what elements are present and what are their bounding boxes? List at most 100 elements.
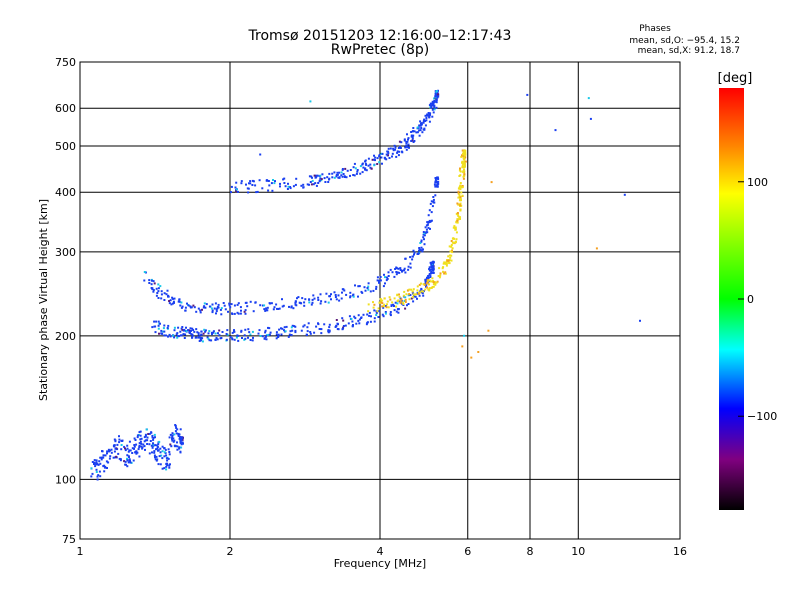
data-point (367, 310, 370, 313)
data-point (387, 275, 390, 277)
data-point (317, 323, 320, 326)
data-point (240, 182, 243, 185)
data-point (448, 245, 451, 248)
data-point (403, 138, 406, 141)
data-point (278, 328, 281, 331)
data-point (399, 300, 402, 303)
data-point (306, 183, 309, 186)
data-point (362, 166, 365, 169)
data-point (407, 268, 410, 271)
data-point (462, 150, 465, 153)
data-point (224, 308, 227, 311)
data-point (408, 293, 411, 296)
data-point (407, 137, 410, 140)
data-point (163, 334, 166, 337)
data-point (419, 124, 422, 127)
data-point (464, 160, 467, 163)
data-point (422, 231, 425, 233)
data-point (428, 266, 431, 269)
data-point (126, 454, 129, 457)
data-point (128, 460, 131, 463)
data-point (126, 457, 128, 460)
data-point (165, 334, 167, 337)
data-point (228, 304, 231, 307)
data-point (431, 205, 434, 208)
data-point (96, 463, 99, 466)
data-point (265, 334, 268, 337)
data-point (208, 330, 211, 333)
data-point (294, 325, 297, 328)
data-point (392, 303, 395, 306)
data-point (173, 439, 176, 442)
data-point (150, 431, 153, 434)
data-point (424, 278, 427, 281)
data-point (282, 178, 285, 181)
data-point (349, 169, 352, 171)
data-point (426, 221, 429, 224)
data-point (255, 191, 258, 194)
data-point (176, 336, 179, 339)
data-point (459, 167, 461, 170)
data-point (372, 301, 374, 304)
data-point (277, 308, 280, 310)
data-point (327, 301, 330, 304)
data-point (407, 138, 409, 141)
data-point (367, 282, 370, 285)
data-point (172, 297, 174, 300)
data-point (477, 351, 480, 353)
data-point (158, 455, 161, 458)
data-point (166, 464, 169, 467)
data-point (429, 220, 432, 223)
data-point (412, 127, 415, 129)
data-point (154, 444, 157, 447)
data-point (157, 463, 160, 466)
data-point (167, 448, 170, 451)
data-point (243, 334, 246, 337)
data-point (176, 441, 178, 444)
data-point (344, 324, 347, 327)
data-point (215, 337, 218, 339)
data-point (277, 333, 280, 336)
data-point (398, 293, 400, 296)
data-point (114, 447, 117, 450)
data-point (100, 456, 103, 459)
data-point (218, 334, 221, 337)
data-point (354, 167, 357, 170)
x-tick-label: 6 (464, 545, 471, 558)
data-point (395, 267, 398, 270)
data-point (148, 279, 151, 282)
data-point (418, 294, 421, 297)
data-point (331, 176, 334, 179)
data-point (390, 305, 393, 307)
data-point (144, 439, 147, 442)
data-point (404, 146, 407, 149)
data-point (432, 198, 435, 201)
data-point (418, 247, 421, 249)
data-point (166, 289, 169, 292)
data-point (428, 272, 431, 275)
data-point (403, 290, 406, 293)
data-point (417, 292, 420, 295)
data-point (334, 296, 337, 298)
data-point (179, 428, 182, 431)
data-point (385, 153, 388, 156)
data-point (337, 323, 339, 326)
data-point (195, 336, 198, 339)
data-point (450, 244, 453, 246)
data-point (397, 147, 400, 149)
data-point (344, 167, 347, 170)
data-point (391, 301, 394, 304)
data-point (245, 301, 248, 304)
data-point (399, 267, 402, 270)
data-point (454, 241, 457, 244)
data-point (405, 140, 408, 143)
data-point (180, 306, 183, 309)
data-point (416, 292, 419, 295)
data-point (428, 283, 430, 286)
data-point (154, 331, 157, 334)
data-point (386, 277, 389, 280)
data-point (431, 108, 434, 111)
data-point (225, 338, 228, 341)
data-point (163, 299, 166, 301)
data-point (172, 334, 175, 337)
